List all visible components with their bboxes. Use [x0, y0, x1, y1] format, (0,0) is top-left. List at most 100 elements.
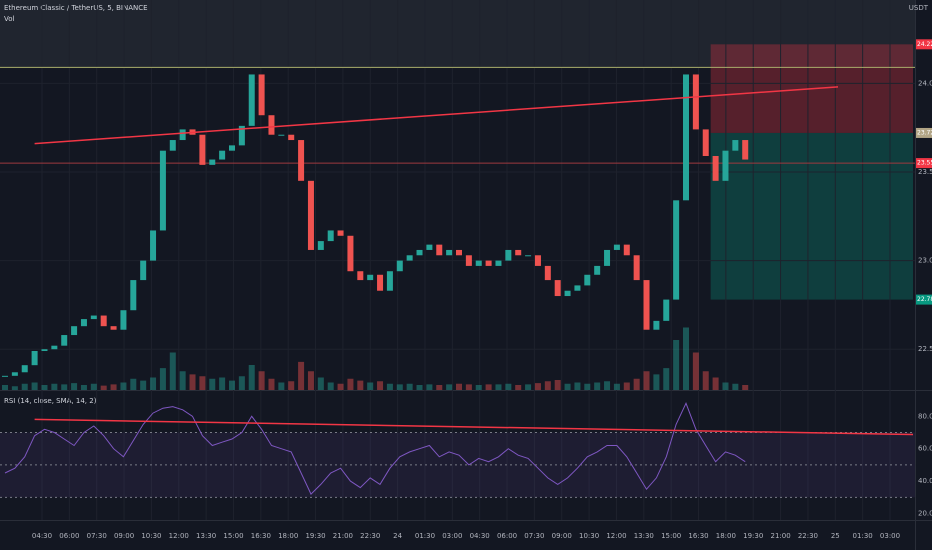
volume-bar [120, 382, 127, 390]
price-tag [916, 158, 932, 169]
volume-bar [416, 385, 423, 390]
volume-bar [732, 383, 739, 390]
x-tick-label: 19:30 [305, 532, 325, 540]
candle [209, 159, 216, 165]
volume-bar [278, 382, 285, 390]
x-tick-label: 12:00 [606, 532, 626, 540]
candle [248, 74, 255, 126]
candle [337, 230, 344, 236]
candle [446, 249, 453, 256]
candle [61, 335, 68, 346]
candle [436, 244, 443, 256]
candle [505, 249, 512, 261]
rsi-trend-line [34, 418, 914, 436]
volume-bar [71, 383, 78, 390]
x-tick-label: 04:30 [32, 532, 52, 540]
x-tick-label: 16:30 [688, 532, 708, 540]
volume-bar [594, 382, 601, 390]
candle [544, 265, 551, 281]
candle [238, 125, 245, 146]
candle [673, 200, 680, 300]
x-tick-label: 18:00 [278, 532, 298, 540]
volume-bar [298, 361, 305, 390]
symbol-title: Ethereum Classic / TetherUS, 5, BINANCE [4, 4, 148, 12]
price-tag-label: 23.72 [917, 129, 932, 136]
volume-bar [386, 383, 393, 390]
volume-bar [41, 385, 48, 390]
x-tick-label: 07:30 [87, 532, 107, 540]
x-tick-label: 15:00 [661, 532, 681, 540]
volume-bar [604, 381, 611, 390]
x-tick-label: 21:00 [770, 532, 790, 540]
candle [554, 280, 561, 297]
candle [357, 271, 364, 281]
x-tick-label: 01:30 [415, 532, 435, 540]
candle [2, 375, 8, 377]
candle [613, 244, 620, 250]
x-tick-label: 21:00 [333, 532, 353, 540]
upper-shade [0, 0, 915, 68]
volume-bar [525, 384, 532, 390]
volume-bar [367, 382, 374, 390]
candle [722, 150, 729, 181]
y-tick-label: 23.00 [918, 257, 932, 265]
volume-bar [584, 383, 591, 390]
volume-bar [288, 381, 295, 390]
candle [258, 74, 265, 116]
volume-bar [61, 384, 68, 390]
candle [485, 260, 492, 266]
x-tick-label: 10:30 [141, 532, 161, 540]
candle [515, 249, 522, 256]
candle [623, 244, 630, 256]
volume-bar [31, 382, 38, 390]
candle [534, 255, 541, 266]
volume-bar [179, 371, 186, 390]
x-tick-label: 01:30 [853, 532, 873, 540]
volume-bar [485, 384, 492, 390]
candle [100, 315, 107, 327]
volume-bar [436, 385, 443, 390]
candle [377, 274, 384, 291]
rsi-line [4, 402, 746, 495]
volume-bar [534, 383, 541, 390]
x-tick-label: 22:30 [798, 532, 818, 540]
volume-bar [159, 368, 166, 390]
volume-bar [692, 352, 699, 390]
candle [406, 255, 413, 261]
volume-bar [11, 386, 18, 390]
volume-bar [150, 377, 157, 390]
volume-bar [505, 383, 512, 390]
candle [268, 115, 275, 135]
volume-bar [554, 380, 561, 390]
volume-bar [248, 365, 255, 390]
candle [80, 319, 87, 327]
candle [594, 265, 601, 275]
candle [169, 140, 176, 151]
candle [199, 134, 206, 165]
rsi-tick-label: 80.00 [918, 412, 932, 420]
candle [564, 290, 571, 297]
price-tag-label: 23.55 [917, 160, 932, 167]
volume-bar [2, 385, 8, 390]
candle [367, 274, 374, 281]
x-tick-label: 22:30 [360, 532, 380, 540]
x-tick-label: 07:30 [524, 532, 544, 540]
candle [317, 241, 324, 250]
candle [604, 249, 611, 266]
candle [51, 345, 58, 350]
rsi-tick-label: 60.00 [918, 445, 932, 453]
candle [663, 299, 670, 321]
candle [21, 365, 28, 373]
volume-bar [702, 371, 709, 390]
volume-bar [219, 377, 226, 390]
candle [416, 249, 423, 256]
volume-bar [80, 385, 87, 390]
volume-bar [209, 378, 216, 390]
volume-bar [426, 384, 433, 390]
candle [150, 230, 157, 261]
x-tick-label: 03:00 [442, 532, 462, 540]
volume-bar [465, 384, 472, 390]
candle [71, 326, 78, 336]
volume-bar [722, 382, 729, 390]
x-tick-label: 09:00 [552, 532, 572, 540]
